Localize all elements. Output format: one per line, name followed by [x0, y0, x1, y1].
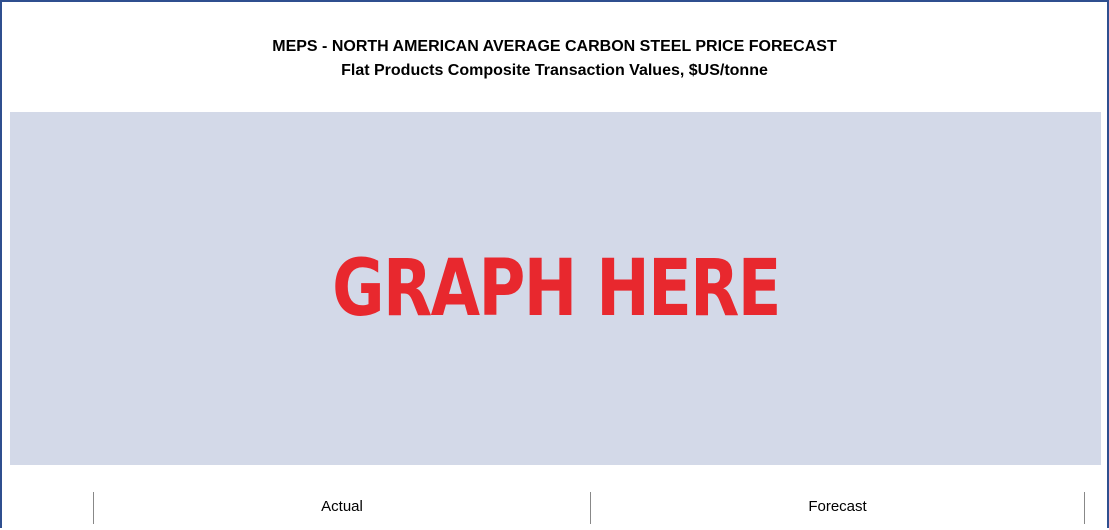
title: MEPS - NORTH AMERICAN AVERAGE CARBON STE… — [272, 38, 837, 55]
separator — [1084, 492, 1085, 524]
graph-placeholder: GRAPH HERE — [10, 112, 1101, 465]
separator — [590, 492, 591, 524]
placeholder-label: GRAPH HERE — [331, 243, 781, 334]
footer-label: Forecast — [808, 498, 867, 515]
subtitle: Flat Products Composite Transaction Valu… — [341, 62, 768, 79]
separator — [93, 492, 94, 524]
footer-label: Actual — [321, 498, 363, 515]
